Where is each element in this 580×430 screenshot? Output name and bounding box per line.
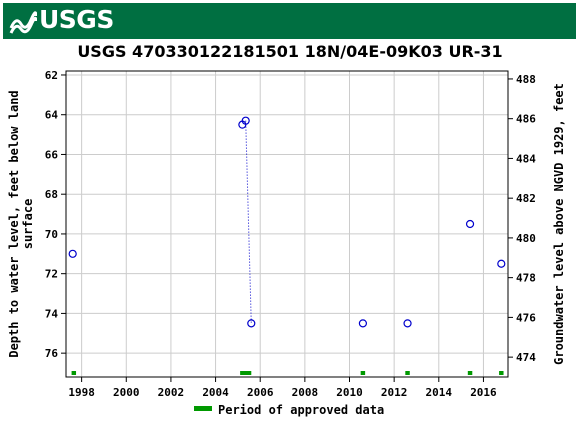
- data-point-3: [247, 319, 256, 328]
- x-tick-label-8: 2014: [426, 386, 453, 399]
- approved-period-2: [360, 371, 366, 375]
- left-y-axis-label-line2: surface: [21, 199, 35, 250]
- x-tick-label-2: 2002: [158, 386, 185, 399]
- legend-swatch: [194, 406, 212, 411]
- left-y-tick-label-3: 68: [45, 188, 58, 201]
- left-y-axis-ticks: 62 64 66 68 70 72 74 76: [45, 69, 66, 360]
- left-y-tick-label-7: 76: [45, 347, 59, 360]
- x-tick-label-0: 1998: [68, 386, 95, 399]
- series-0-connector: [245, 120, 252, 324]
- left-y-tick-label-4: 70: [45, 228, 58, 241]
- grid-lines: [66, 71, 508, 377]
- right-y-tick-label-5: 484: [516, 152, 536, 165]
- usgs-logo-text: USGS: [39, 5, 114, 34]
- data-point-0: [68, 249, 77, 258]
- x-tick-label-6: 2010: [336, 386, 363, 399]
- usgs-wave-icon: [9, 11, 37, 34]
- right-y-tick-label-1: 476: [516, 311, 536, 324]
- x-tick-label-9: 2016: [470, 386, 497, 399]
- right-y-axis-label: Groundwater level above NGVD 1929, feet: [552, 83, 566, 365]
- x-tick-label-4: 2006: [247, 386, 274, 399]
- usgs-banner: USGS: [3, 3, 576, 39]
- data-point-4: [358, 319, 367, 328]
- approved-period-5: [499, 371, 504, 375]
- left-y-tick-label-0: 62: [45, 69, 58, 82]
- approved-period-1: [240, 371, 252, 375]
- chart-title: USGS 470330122181501 18N/04E-09K03 UR-31: [77, 42, 503, 61]
- data-point-6: [465, 219, 475, 229]
- right-y-tick-label-7: 488: [516, 73, 536, 86]
- legend-label: Period of approved data: [218, 403, 384, 417]
- data-series: [68, 116, 506, 328]
- data-point-2: [241, 116, 250, 125]
- right-y-tick-label-2: 478: [516, 272, 536, 285]
- right-y-tick-label-3: 480: [516, 232, 536, 245]
- x-tick-label-7: 2012: [381, 386, 408, 399]
- approved-period-3: [405, 371, 410, 375]
- left-y-tick-label-2: 66: [45, 148, 59, 161]
- x-tick-label-1: 2000: [113, 386, 140, 399]
- approved-periods: [71, 371, 504, 375]
- data-point-7: [497, 259, 506, 268]
- right-y-tick-label-6: 486: [516, 113, 536, 126]
- right-y-tick-label-4: 482: [516, 192, 536, 205]
- approved-period-0: [71, 371, 77, 375]
- right-y-axis-ticks: 474 476 478 480 482 484 486 488: [508, 73, 536, 364]
- left-y-tick-label-1: 64: [45, 109, 59, 122]
- x-tick-label-5: 2008: [292, 386, 319, 399]
- right-y-tick-label-0: 474: [516, 351, 536, 364]
- left-y-axis-label-line1: Depth to water level, feet below land: [7, 90, 21, 357]
- approved-period-4: [467, 371, 473, 375]
- x-tick-label-3: 2004: [202, 386, 229, 399]
- left-y-tick-label-6: 74: [45, 307, 59, 320]
- x-axis-ticks: 1998 2000 2002 2004 2006 2008 2010 2012 2014 2016: [68, 377, 497, 399]
- plot-frame: [65, 70, 509, 378]
- data-point-5: [403, 319, 412, 328]
- left-y-tick-label-5: 72: [45, 268, 58, 281]
